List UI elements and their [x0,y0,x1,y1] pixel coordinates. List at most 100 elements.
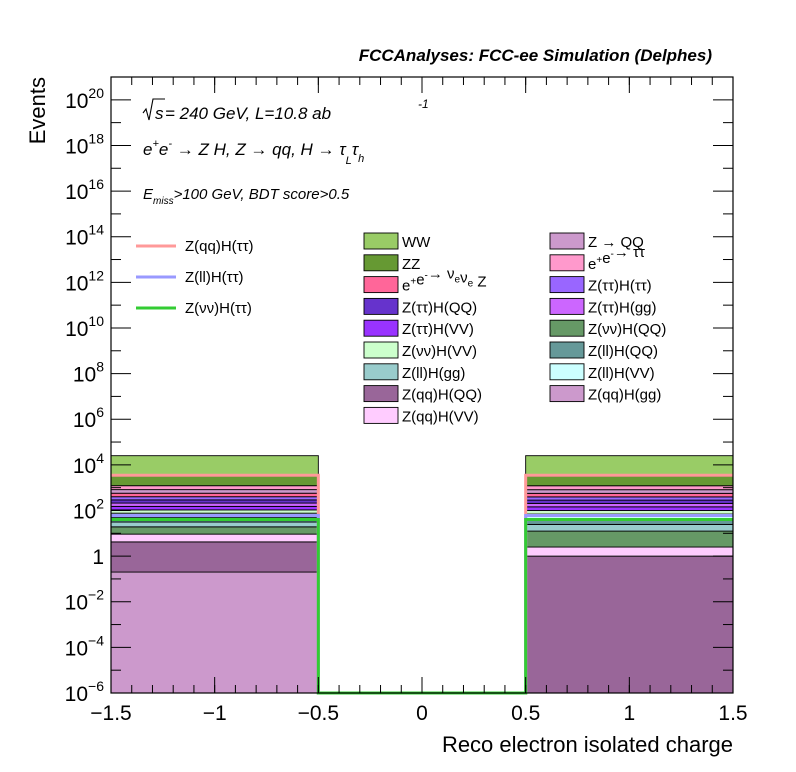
legend-swatch [363,232,399,250]
legend-label: Z(νν)H(VV) [402,343,477,360]
y-tick-label: 1 [92,546,104,569]
annotation-energy-lumi: s = 240 GeV, L=10.8 ab -1 [142,97,429,123]
x-tick-label: 1 [623,702,635,725]
y-tick-label: 1010 [65,313,104,341]
annotation-energy-text: = 240 GeV, L=10.8 ab [165,104,331,123]
stack-bar [525,499,734,504]
x-tick-label: 0.5 [511,702,540,725]
legend-swatch [363,341,399,359]
stack-bar [110,485,319,491]
y-tick-label: 102 [73,495,104,523]
svg-text:Emiss>100 GeV, BDT score>0.5: Emiss>100 GeV, BDT score>0.5 [143,186,350,207]
legend-swatch [549,385,585,403]
x-tick-label: 0 [416,702,428,725]
x-tick-label: −1 [203,702,227,725]
y-axis-label: Events [25,77,50,144]
stack-bar [110,455,319,477]
legend-label: Z(qq)H(VV) [402,408,479,425]
legend-backgrounds-col1: WW ZZe+e-→ νeνe Z Z(ττ)H(QQ) Z(ττ)H(VV) Z(νν… [363,232,487,425]
stack-bar [110,541,319,573]
stack-bar [525,523,734,532]
legend-label: Z(qq)H(QQ) [402,387,482,404]
legend-swatch [363,406,399,424]
annotation-process: e+e- → Z H, Z → qq, H → τLτh [143,138,364,167]
stack-bar [110,502,319,507]
x-tick-label: −1.5 [90,702,131,725]
legend-backgrounds-col2: Z → QQe+e-→ ττ Z(ττ)H(ττ) Z(ττ)H(gg) Z(νν)H… [549,232,666,404]
x-axis-ticks: −1.5 −1 −0.5 0 0.5 1 1.5 [90,77,748,725]
stack-bar [110,492,319,498]
legend-label: e+e-→ ττ [588,244,645,273]
stack-bar [110,489,319,494]
stack-bar [525,489,734,494]
stack-bar [110,521,319,528]
legend-swatch [549,341,585,359]
stack-bar [110,571,319,694]
legend-swatch [363,276,399,294]
y-tick-label: 10−6 [65,678,105,706]
legend-swatch [363,363,399,381]
legend-label: WW [402,234,431,251]
stack-bar [525,555,734,694]
legend-label: Z → QQ [588,234,644,251]
legend-label: Z(ll)H(QQ) [588,343,658,360]
legend-swatch [549,254,585,272]
stack-bar [110,499,319,504]
y-tick-label: 1018 [65,130,104,158]
legend-label: Z(ττ)H(gg) [588,299,657,316]
x-tick-label: 1.5 [718,702,747,725]
legend-swatch [363,385,399,403]
stack-bar [110,533,319,543]
y-tick-label: 1014 [65,222,104,250]
legend-label: Z(ττ)H(ττ) [588,278,652,295]
legend-label: ZZ [402,256,420,273]
y-tick-label: 108 [73,359,104,387]
legend-label: Z(qq)H(gg) [588,387,661,404]
y-axis-ticks: 10−6 10−4 10−2 1 102 104 106 108 1010 1012 1014 101… [65,76,733,706]
stacked-histogram [110,455,734,694]
legend-swatch [549,297,585,315]
legend-swatch [549,363,585,381]
legend-swatch [363,319,399,337]
legend-label: Z(ll)H(gg) [402,365,465,382]
stack-bar [525,506,734,511]
stack-bar [110,475,319,487]
x-tick-label: −0.5 [298,702,339,725]
y-tick-label: 10−4 [65,632,105,660]
legend-label: Z(νν)H(QQ) [588,321,666,338]
legend-swatch [549,319,585,337]
stack-bar [525,502,734,508]
legend-swatch [363,254,399,272]
chart-title: FCCAnalyses: FCC-ee Simulation (Delphes) [359,46,713,65]
y-tick-label: 1016 [65,176,104,204]
stack-bar [525,475,734,487]
y-tick-label: 106 [73,404,104,432]
stack-bar [525,455,734,477]
svg-text:e+e- → Z H, Z → qq, H → τLτh: e+e- → Z H, Z → qq, H → τLτh [143,138,364,167]
legend-signal-label: Z(qq)H(ττ) [185,238,254,255]
legend-signal-label: Z(νν)H(ττ) [185,300,252,317]
legend-swatch [549,276,585,294]
legend-label: Z(ll)H(VV) [588,365,655,382]
stack-bar [110,505,319,511]
stack-bar [525,546,734,557]
annotation-selection: Emiss>100 GeV, BDT score>0.5 [143,186,350,207]
stack-bar [525,510,734,515]
stack-bar [110,509,319,514]
y-tick-label: 104 [73,450,104,478]
y-tick-label: 1020 [65,85,104,113]
legend-signal-label: Z(ll)H(ττ) [185,269,244,286]
legend-label: e+e-→ νeνe Z [402,266,487,295]
y-tick-label: 1012 [65,267,104,295]
stack-bar [525,485,734,491]
legend-swatch [363,297,399,315]
stack-bar [110,526,319,535]
stack-bar [525,496,734,501]
legend-swatch [549,232,585,250]
x-axis-label: Reco electron isolated charge [442,732,733,757]
y-tick-label: 10−2 [65,587,105,615]
annotation-s: s [155,104,164,123]
annotation-lumi-exponent: -1 [418,97,429,111]
legend-label: Z(ττ)H(QQ) [402,299,477,316]
stack-bar [110,496,319,501]
